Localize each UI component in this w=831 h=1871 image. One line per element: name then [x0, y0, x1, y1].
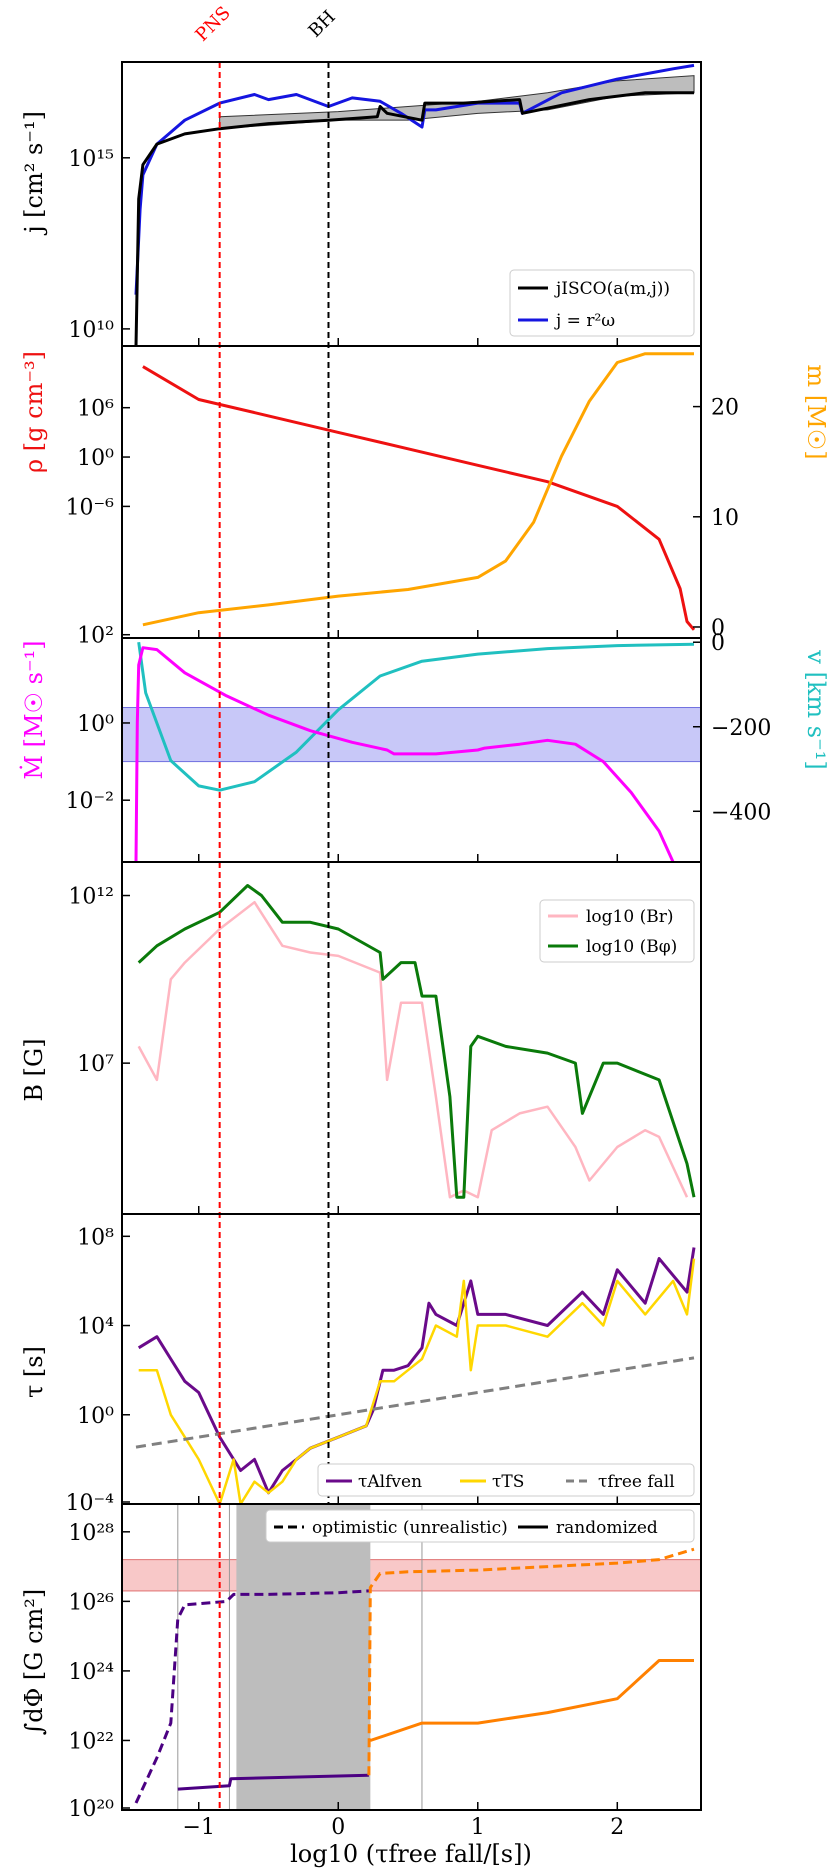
legend-tau: τAlfven τTS τfree fall: [317, 1463, 695, 1497]
j-isco-line: [134, 91, 694, 346]
panel-5-frame: [121, 1503, 702, 1811]
flux-shaded-region: [236, 1504, 371, 1810]
vel-line: [137, 641, 695, 792]
panel-2-ytick-label-1: 10⁻²: [66, 789, 114, 814]
legend-ts-label: τTS: [492, 1472, 524, 1492]
panel-5-background: [122, 1504, 701, 1810]
j-ylabel: j [cm² s⁻¹]: [20, 111, 48, 236]
panel-2-ytick-label-0: 10⁰: [77, 712, 114, 737]
legend-flux: optimistic (unrealistic) randomized: [265, 1509, 695, 1543]
x-tick-label-2: 1: [471, 1815, 485, 1840]
ts-line: [138, 1258, 696, 1504]
panel-0-data: [134, 63, 695, 346]
panel-1-ytick-label-1: 10⁰: [77, 446, 114, 471]
legend-j-isco-label: jISCO(a(m,j)): [554, 279, 670, 299]
alfven-line: [137, 1247, 696, 1495]
panel-1-ytick-label-2: 10⁻⁶: [66, 495, 115, 520]
x-tick-label-0: −1: [183, 1815, 215, 1840]
panel-1-data: [142, 352, 696, 631]
pns-marker-label: PNS: [191, 2, 234, 45]
legend-flux-box: [265, 1509, 695, 1543]
panel-5-ytick-label-4: 10²⁰: [68, 1797, 114, 1822]
bh-marker-label: BH: [304, 6, 339, 41]
panel-1-ytick-label-3: 10²: [77, 624, 114, 649]
x-tick-label-3: 2: [610, 1815, 624, 1840]
panel-4-ytick-label-3: 10⁻⁴: [66, 1491, 115, 1516]
panel-3-ytick-label-0: 10¹²: [68, 885, 114, 910]
panel-3-ytick-label-1: 10⁷: [77, 1052, 114, 1077]
legend-randomized-label: randomized: [556, 1518, 658, 1538]
data-layer: [122, 62, 701, 1810]
panel-1-y2tick-label-2: 0: [711, 616, 725, 641]
randomized-orange-line: [369, 1659, 694, 1742]
panel-4-data: [135, 1247, 696, 1504]
mass-line: [142, 352, 694, 627]
legend-b: log10 (Br) log10 (Bφ): [539, 899, 695, 963]
panel-4-ytick-label-1: 10⁴: [77, 1315, 114, 1340]
legend-optimistic-label: optimistic (unrealistic): [312, 1518, 508, 1538]
vel-ylabel: v [km s⁻¹]: [802, 649, 830, 769]
legend-freefall-label: τfree fall: [598, 1472, 675, 1492]
panel-1-y2tick-label-0: 20: [711, 396, 739, 421]
panel-3-data: [137, 884, 696, 1199]
bphi-line: [137, 884, 696, 1199]
legend-j-r2w-label: j = r²ω: [554, 311, 615, 331]
panel-2-data: [122, 641, 701, 862]
panel-2-y2tick-label-1: −200: [711, 716, 771, 741]
randomized-purple-line: [177, 1773, 369, 1791]
panel-1-ytick-label-0: 10⁶: [77, 397, 114, 422]
rho-ylabel: ρ [g cm⁻³]: [20, 351, 48, 473]
panel-5-ytick-label-2: 10²⁴: [68, 1660, 114, 1685]
optimistic-orange-line: [367, 1547, 695, 1776]
legend-alfven-label: τAlfven: [358, 1472, 422, 1492]
panel-1-y2tick-label-1: 10: [711, 506, 739, 531]
panel-5-data: [122, 1504, 701, 1810]
freefall-line: [135, 1356, 695, 1449]
optimistic-purple-line: [134, 1589, 369, 1804]
legend-j-box: [509, 269, 695, 337]
panel-5-ytick-label-0: 10²⁸: [68, 1521, 114, 1546]
tau-ylabel: τ [s]: [20, 1346, 48, 1398]
br-line: [137, 900, 689, 1199]
legend-j: jISCO(a(m,j)) j = r²ω: [509, 269, 695, 337]
flux-ylabel: ∫dΦ [G cm²]: [20, 1589, 48, 1736]
panel-5-ytick-label-3: 10²²: [68, 1729, 114, 1754]
x-tick-label-1: 0: [331, 1815, 345, 1840]
frames-and-ticks: 10¹⁵10¹⁰10⁶10⁰10⁻⁶10²2010010⁰10⁻²0−200−4…: [66, 61, 771, 1840]
legend-tau-box: [317, 1463, 695, 1497]
flux-band: [122, 1559, 701, 1592]
j-r2w-line: [134, 63, 695, 295]
panel-5-ytick-label-1: 10²⁶: [68, 1590, 114, 1615]
b-ylabel: B [G]: [20, 1038, 48, 1101]
panel-2-y2tick-label-2: −400: [711, 800, 771, 825]
panel-1-background: [122, 346, 701, 638]
mdot-line: [134, 646, 675, 862]
legend-b-box: [539, 899, 695, 963]
legend-br-label: log10 (Br): [586, 907, 673, 927]
mass-ylabel: m [M☉]: [802, 364, 830, 459]
panel-0-ytick-label-1: 10¹⁰: [68, 318, 114, 343]
x-axis-label: log10 (τfree fall/[s]): [290, 1840, 532, 1868]
panel-4-ytick-label-2: 10⁰: [77, 1404, 114, 1429]
panel-2-y2tick-label-0: 0: [711, 631, 725, 656]
panel-4-ytick-label-0: 10⁸: [77, 1225, 114, 1250]
rho-line: [142, 365, 696, 631]
legend-bphi-label: log10 (Bφ): [586, 937, 677, 957]
panel-0-ytick-label-0: 10¹⁵: [68, 147, 114, 172]
mdot-ylabel: Ṁ [M☉ s⁻¹]: [19, 640, 48, 779]
